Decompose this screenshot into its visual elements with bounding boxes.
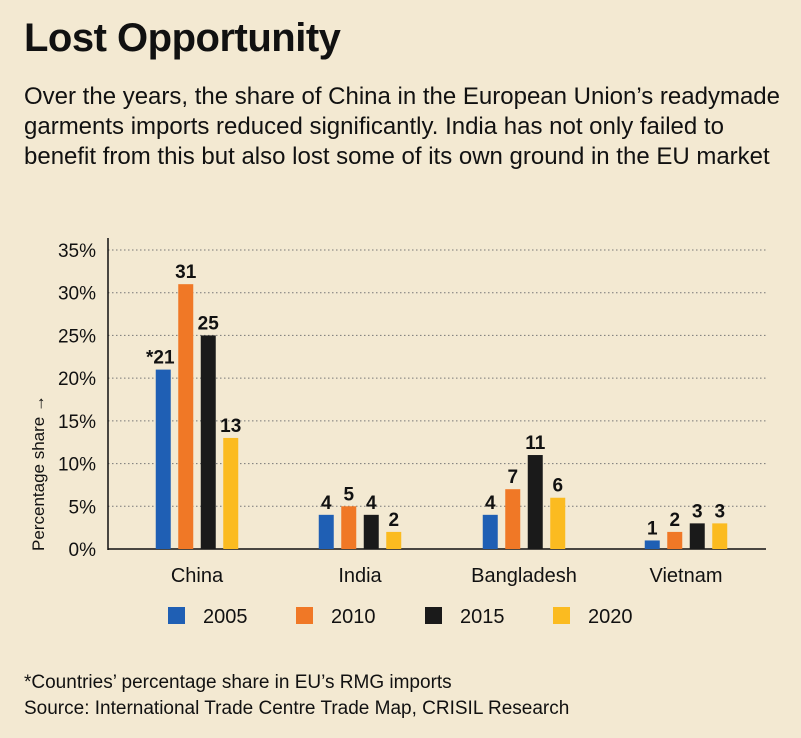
- data-label: 4: [366, 493, 377, 514]
- legend-label-2010: 2010: [331, 606, 376, 628]
- data-label: 7: [507, 467, 518, 488]
- chart-subtitle: Over the years, the share of China in th…: [24, 83, 780, 170]
- data-label: 2: [669, 510, 680, 531]
- legend-label-2020: 2020: [588, 606, 633, 628]
- bar-bangladesh-2015: [527, 455, 543, 549]
- legend-swatch-2010: [296, 607, 313, 624]
- data-label: 1: [647, 518, 658, 539]
- legend-swatch-2015: [425, 607, 442, 624]
- source-note: Source: International Trade Centre Trade…: [24, 698, 570, 719]
- data-label: 31: [175, 262, 197, 283]
- x-category-label: Vietnam: [649, 565, 722, 587]
- y-tick-label: 5%: [69, 497, 97, 518]
- x-category-label: India: [338, 565, 382, 587]
- y-tick-label: 0%: [69, 540, 97, 561]
- y-tick-label: 15%: [58, 412, 96, 433]
- legend-label-2015: 2015: [460, 606, 505, 628]
- bar-bangladesh-2020: [550, 497, 566, 549]
- y-tick-label: 30%: [58, 284, 96, 305]
- data-label: 2: [388, 510, 399, 531]
- data-label: *21: [146, 348, 175, 369]
- data-label: 11: [525, 433, 546, 454]
- data-label: 25: [198, 313, 220, 334]
- data-label: 3: [692, 501, 703, 522]
- bar-china-2010: [178, 284, 194, 549]
- y-tick-label: 10%: [58, 455, 96, 476]
- data-label: 4: [321, 493, 332, 514]
- bar-india-2020: [386, 531, 402, 549]
- data-label: 13: [220, 416, 241, 437]
- bar-bangladesh-2005: [482, 514, 498, 549]
- y-tick-label: 35%: [58, 241, 96, 262]
- bar-china-2015: [200, 335, 216, 549]
- data-label: 6: [552, 476, 563, 497]
- bar-vietnam-2005: [644, 540, 660, 549]
- bar-vietnam-2015: [689, 523, 705, 549]
- y-axis-label: Percentage share →: [29, 395, 48, 551]
- data-label: 4: [485, 493, 496, 514]
- legend-swatch-2020: [553, 607, 570, 624]
- bar-china-2005: [155, 369, 171, 549]
- bar-india-2015: [363, 514, 379, 549]
- legend-swatch-2005: [168, 607, 185, 624]
- bar-vietnam-2020: [712, 523, 728, 549]
- bar-vietnam-2010: [667, 531, 683, 549]
- legend-label-2005: 2005: [203, 606, 248, 628]
- data-label: 3: [714, 501, 725, 522]
- footnote: *Countries’ percentage share in EU’s RMG…: [24, 672, 452, 693]
- x-category-label: China: [171, 565, 224, 587]
- chart-title: Lost Opportunity: [24, 16, 341, 60]
- bar-chart: 0% 5% 10% 15% 20% 25% 30% 35% Percentage share →…: [29, 238, 766, 628]
- bar-china-2020: [223, 437, 239, 549]
- bar-india-2005: [318, 514, 334, 549]
- x-category-label: Bangladesh: [471, 565, 577, 587]
- bar-bangladesh-2010: [505, 489, 521, 549]
- data-label: 5: [343, 484, 354, 505]
- bar-india-2010: [341, 506, 357, 549]
- y-tick-label: 25%: [58, 326, 96, 347]
- y-tick-label: 20%: [58, 369, 96, 390]
